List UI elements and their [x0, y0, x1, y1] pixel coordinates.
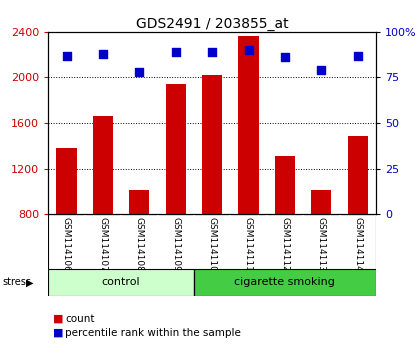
- Point: [354, 53, 361, 58]
- Text: stress: stress: [2, 277, 31, 287]
- Text: GSM114108: GSM114108: [135, 217, 144, 272]
- Text: GSM114113: GSM114113: [317, 217, 326, 272]
- Bar: [165, 84, 186, 214]
- Text: cigarette smoking: cigarette smoking: [234, 277, 335, 287]
- Point: [172, 49, 179, 55]
- Text: count: count: [65, 314, 94, 324]
- Bar: [48, 269, 194, 296]
- Bar: [239, 36, 259, 214]
- Bar: [57, 148, 76, 214]
- Text: ▶: ▶: [26, 277, 34, 287]
- Text: GSM114109: GSM114109: [171, 217, 180, 272]
- Text: GSM114114: GSM114114: [353, 217, 362, 272]
- Text: GSM114110: GSM114110: [207, 217, 217, 272]
- Text: GSM114111: GSM114111: [244, 217, 253, 272]
- Text: GSM114112: GSM114112: [281, 217, 289, 272]
- Point: [63, 53, 70, 58]
- Point: [281, 55, 288, 60]
- Bar: [93, 116, 113, 214]
- Title: GDS2491 / 203855_at: GDS2491 / 203855_at: [136, 17, 289, 31]
- Bar: [275, 156, 295, 214]
- Text: ■: ■: [52, 314, 63, 324]
- Bar: [202, 75, 222, 214]
- Text: GSM114107: GSM114107: [98, 217, 108, 272]
- Bar: [129, 190, 150, 214]
- Point: [318, 67, 325, 73]
- Bar: [311, 190, 331, 214]
- Text: percentile rank within the sample: percentile rank within the sample: [65, 328, 241, 338]
- Text: ■: ■: [52, 328, 63, 338]
- Point: [100, 51, 106, 57]
- Bar: [348, 136, 368, 214]
- Point: [245, 47, 252, 53]
- Point: [136, 69, 143, 75]
- Point: [209, 49, 215, 55]
- Text: control: control: [102, 277, 140, 287]
- Text: GSM114106: GSM114106: [62, 217, 71, 272]
